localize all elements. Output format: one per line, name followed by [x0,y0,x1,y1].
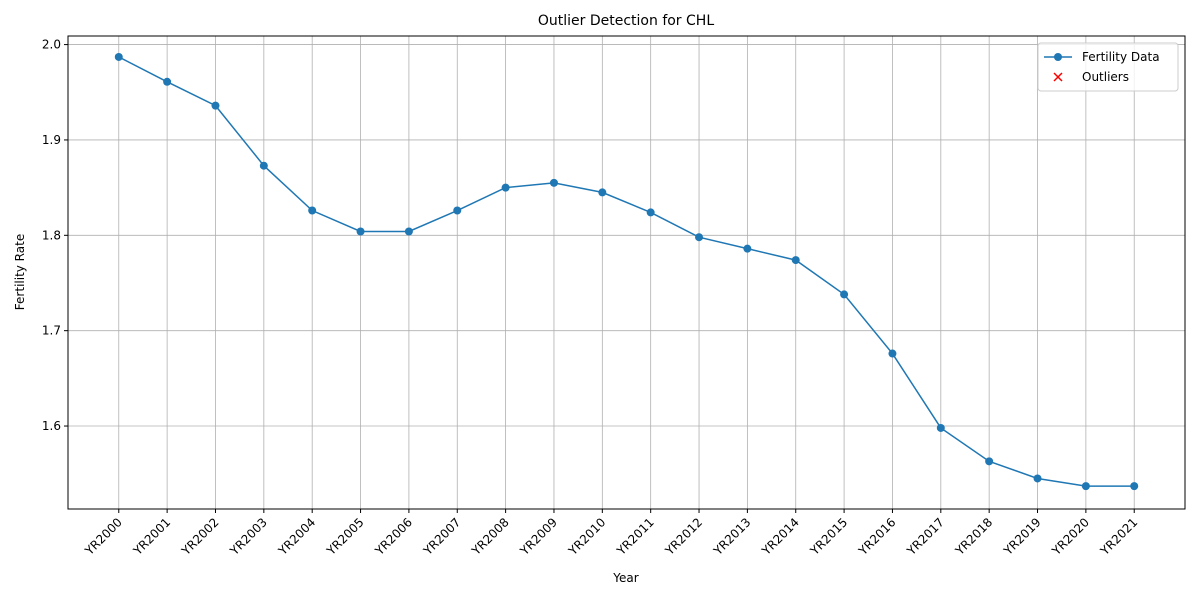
data-point [646,208,655,217]
data-point [259,161,268,170]
x-tick-label: YR2015 [807,515,850,558]
plot-frame [67,35,1186,510]
x-tick-label: YR2008 [468,515,511,558]
data-line [118,56,1135,487]
x-tick-label: YR2001 [130,515,173,558]
x-tick-label: YR2004 [275,515,318,558]
legend-box [1037,42,1179,92]
data-point [791,256,800,265]
x-tick-label: YR2021 [1097,515,1140,558]
y-axis-label: Fertility Rate [13,234,27,310]
data-point [308,206,317,215]
data-point [356,227,365,236]
data-point [985,457,994,466]
x-axis-label: Year [612,571,638,585]
legend-marker [1053,72,1063,82]
data-point [1081,482,1090,491]
x-tick-label: YR2018 [952,515,995,558]
x-tick-label: YR2013 [710,515,753,558]
data-point [695,233,704,242]
legend-label: Outliers [1082,70,1129,84]
data-point [936,423,945,432]
x-tick-label: YR2003 [227,515,270,558]
data-point [501,183,510,192]
data-point [1033,474,1042,483]
y-tick-label: 1.9 [42,133,61,147]
data-point [404,227,413,236]
y-tick-label: 2.0 [42,38,61,52]
data-point [453,206,462,215]
x-tick-label: YR2014 [759,515,802,558]
legend: Fertility Data Outliers [1037,42,1179,92]
data-point [211,101,220,110]
x-tick-label: YR2016 [855,515,898,558]
x-tick-label: YR2011 [614,515,657,558]
y-tick-label: 1.8 [42,228,61,242]
x-tick-label: YR2017 [904,515,947,558]
x-tick-label: YR2012 [662,515,705,558]
data-point [163,77,172,86]
x-tick-label: YR2007 [420,515,463,558]
legend-marker [1054,53,1062,61]
x-tick-label: YR2000 [82,515,125,558]
data-point [1130,482,1139,491]
x-tick-label: YR2009 [517,515,560,558]
data-point [840,290,849,299]
x-tick-label: YR2019 [1000,515,1043,558]
data-point [549,178,558,187]
x-tick-label: YR2010 [565,515,608,558]
data-point [888,349,897,358]
x-tick-label: YR2020 [1049,515,1092,558]
y-tick-label: 1.7 [42,324,61,338]
legend-label: Fertility Data [1082,50,1160,64]
data-point [743,244,752,253]
chart-title: Outlier Detection for CHL [538,13,714,29]
data-point [598,188,607,197]
y-tick-label: 1.6 [42,419,61,433]
x-tick-label: YR2005 [323,515,366,558]
x-tick-label: YR2002 [178,515,221,558]
x-tick-label: YR2006 [372,515,415,558]
data-point [114,52,123,61]
